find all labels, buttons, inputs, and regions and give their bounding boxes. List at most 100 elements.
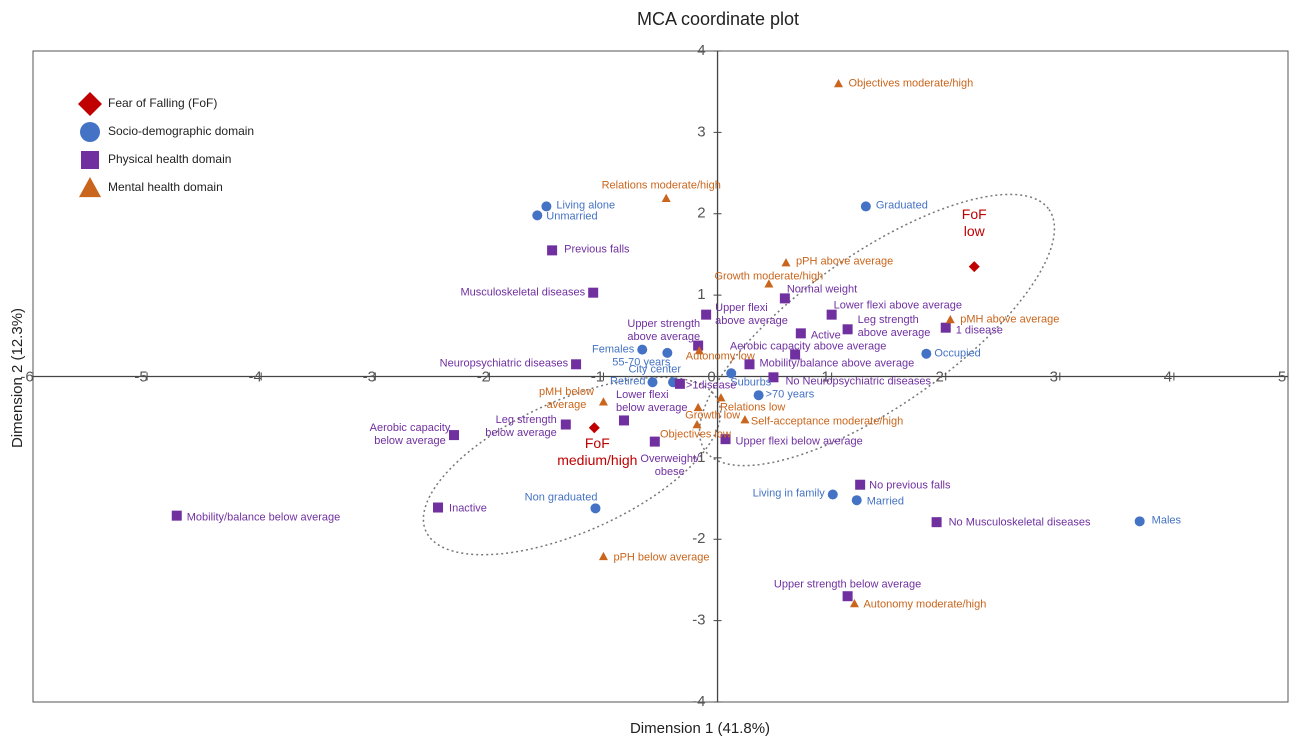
point xyxy=(779,293,790,304)
point-label: Lower flexi below average xyxy=(615,389,688,415)
point xyxy=(860,201,871,212)
legend-marker xyxy=(78,92,102,116)
x-tick-label: 3 xyxy=(1050,368,1058,385)
point xyxy=(842,324,853,335)
point xyxy=(851,495,862,506)
point-label: Autonomy low xyxy=(685,350,755,363)
point xyxy=(590,503,601,514)
point-label: 55-70 years xyxy=(612,356,671,369)
chart-title: MCA coordinate plot xyxy=(637,9,799,29)
point xyxy=(647,377,658,388)
point-label: City center xyxy=(628,363,682,376)
y-tick-label: 1 xyxy=(697,286,705,303)
point-label: Objectives low xyxy=(660,428,731,440)
point-label: Neuropsychiatric diseases xyxy=(439,357,569,370)
point xyxy=(833,79,843,88)
point xyxy=(781,258,791,267)
point xyxy=(945,315,955,324)
point xyxy=(790,349,801,360)
point xyxy=(637,344,648,355)
legend-label: Mental health domain xyxy=(108,180,223,194)
point-label: Leg strength above average xyxy=(857,314,931,340)
legend-marker xyxy=(80,122,100,142)
point-label: pPH above average xyxy=(796,255,894,268)
point-label: pMH below average xyxy=(538,385,594,411)
point xyxy=(618,415,629,426)
point xyxy=(795,328,806,339)
point-label: FoF low xyxy=(961,205,987,239)
point xyxy=(855,479,866,490)
point xyxy=(571,359,582,370)
legend-label: Socio-demographic domain xyxy=(108,124,254,138)
x-tick-label: -1 xyxy=(591,368,604,385)
point-label: Growth moderate/high xyxy=(714,270,824,283)
point-label: FoF medium/high xyxy=(557,434,638,468)
confidence-ellipse xyxy=(698,193,1056,467)
point xyxy=(693,402,703,412)
x-tick-label: -2 xyxy=(477,368,490,385)
point xyxy=(547,245,558,256)
x-tick-label: 2 xyxy=(936,368,944,385)
point xyxy=(171,510,182,521)
point-label: Objectives moderate/high xyxy=(848,77,974,90)
point-label: Upper flexi below average xyxy=(735,435,863,448)
y-tick-label: 2 xyxy=(697,205,705,222)
point xyxy=(433,502,444,513)
point-label: Males xyxy=(1151,514,1182,527)
point-label: Inactive xyxy=(449,502,487,514)
point xyxy=(827,489,838,500)
point-label: Mobility/balance above average xyxy=(759,357,915,370)
x-tick-label: -3 xyxy=(363,368,376,385)
point-label: pMH above average xyxy=(960,313,1060,326)
point-label: Non graduated xyxy=(524,491,598,504)
point xyxy=(674,378,685,389)
point-label: Lower flexi above average xyxy=(833,299,963,312)
point-label: Growth low xyxy=(685,409,741,422)
point xyxy=(720,434,731,445)
point xyxy=(661,193,671,203)
point xyxy=(740,415,750,424)
point-label: Married xyxy=(866,495,905,508)
point xyxy=(764,279,774,288)
x-tick-label: 0 xyxy=(707,368,715,385)
point xyxy=(744,359,755,370)
point-label: 1 disease xyxy=(955,324,1003,337)
point xyxy=(662,347,673,358)
point xyxy=(716,393,726,402)
point xyxy=(588,422,600,434)
y-tick-label: -3 xyxy=(692,612,705,629)
point-label: Leg strength below average xyxy=(485,413,557,439)
point-label: >1disease xyxy=(685,379,737,392)
point xyxy=(649,436,660,447)
point xyxy=(693,340,704,351)
point xyxy=(1134,516,1145,527)
point xyxy=(560,419,571,430)
point-label: Graduated xyxy=(875,199,928,212)
x-tick-label: 4 xyxy=(1164,368,1172,385)
point-label: pPH below average xyxy=(613,551,710,564)
point xyxy=(701,309,712,320)
point xyxy=(598,551,608,561)
point-label: Unmarried xyxy=(546,210,598,223)
y-tick-label: -4 xyxy=(692,693,705,710)
point-label: No Neuropsychiatric diseases xyxy=(785,375,931,388)
x-tick-label: -5 xyxy=(134,368,147,385)
point-label: Suburbs xyxy=(730,376,772,389)
point-label: Self-acceptance moderate/high xyxy=(750,415,904,428)
point xyxy=(532,210,543,221)
point-label: Occupied xyxy=(934,347,981,360)
point xyxy=(588,287,599,298)
point-label: Aerobic capacity above average xyxy=(729,340,887,353)
point xyxy=(541,201,552,212)
point-label: Females xyxy=(592,343,635,356)
point xyxy=(753,390,764,401)
point-label: Normal weight xyxy=(786,283,858,296)
point xyxy=(598,397,608,406)
point-label: Living in family xyxy=(752,487,825,500)
point xyxy=(921,348,932,359)
point-label: No previous falls xyxy=(869,479,951,492)
point-label: Overweight/ obese xyxy=(640,452,700,478)
point-label: Retired xyxy=(610,375,646,388)
point-label: No Musculoskeletal diseases xyxy=(948,516,1091,529)
